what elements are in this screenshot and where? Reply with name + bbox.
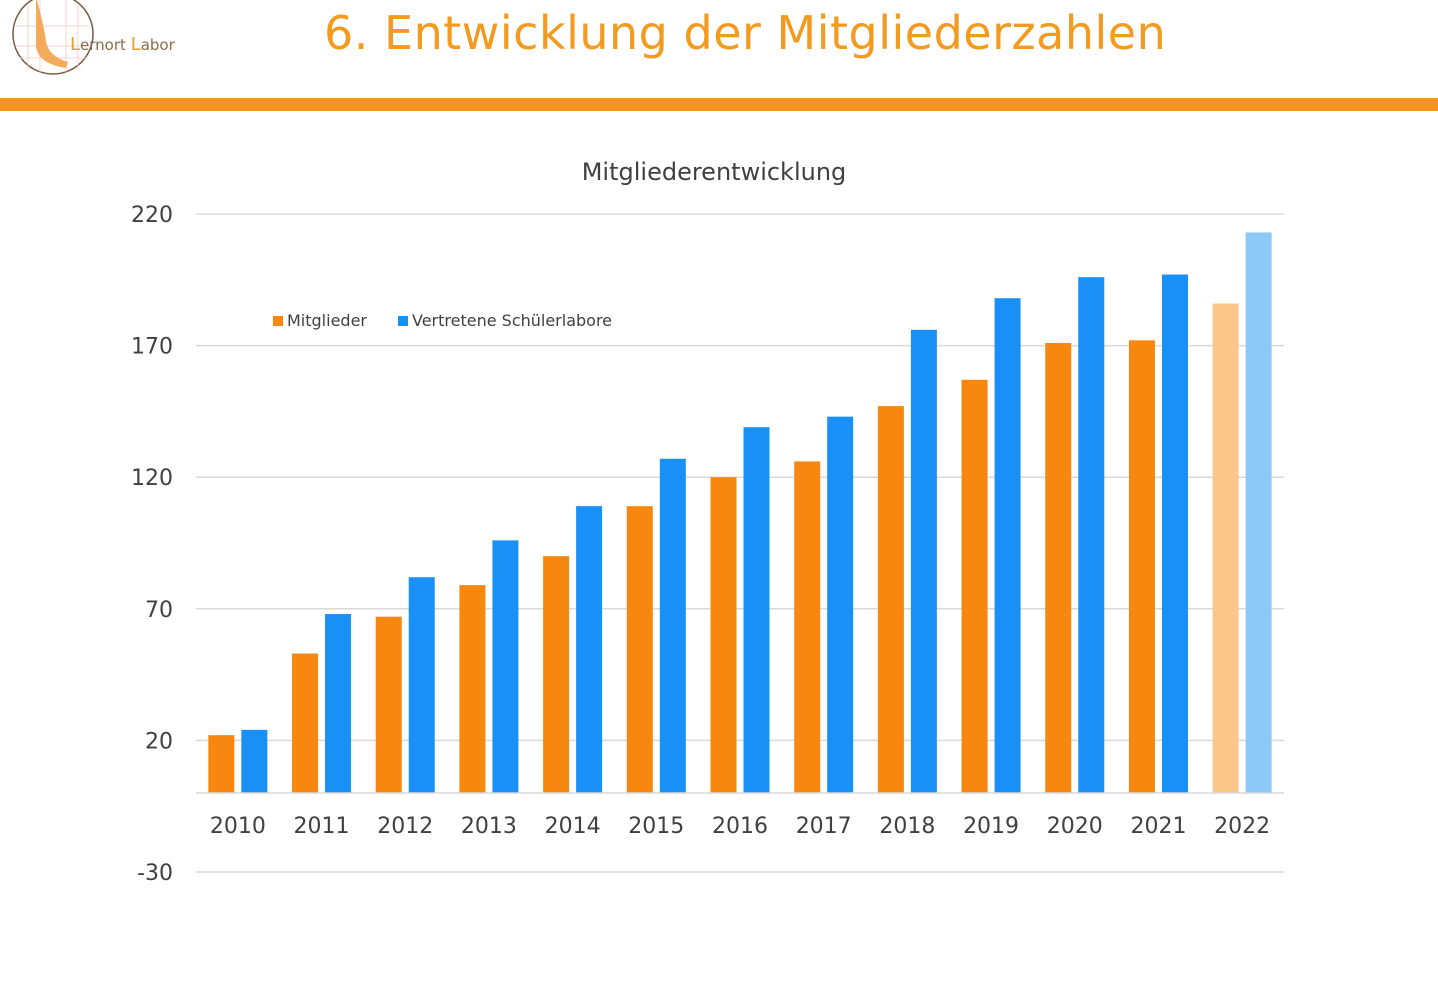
legend: Mitglieder Vertretene Schülerlabore (273, 311, 612, 330)
bar-schuelerlabore-2016 (743, 427, 770, 794)
y-tick-label: 220 (131, 203, 173, 228)
x-tick-label: 2020 (1047, 814, 1103, 839)
bar-schuelerlabore-2021 (1161, 274, 1188, 794)
bar-schuelerlabore-2022 (1245, 232, 1272, 794)
page-title: 6. Entwicklung der Mitgliederzahlen (324, 6, 1167, 60)
bar-mitglieder-2015 (626, 506, 653, 794)
y-tick-label: 20 (145, 729, 173, 754)
x-tick-label: 2013 (461, 814, 517, 839)
bar-mitglieder-2021 (1128, 340, 1155, 794)
legend-label-mitglieder: Mitglieder (287, 311, 367, 330)
x-tick-label: 2016 (712, 814, 768, 839)
bar-schuelerlabore-2018 (910, 329, 937, 794)
x-tick-label: 2011 (294, 814, 350, 839)
title-divider-bar (0, 98, 1438, 111)
x-tick-label: 2022 (1214, 814, 1270, 839)
x-tick-label: 2012 (377, 814, 433, 839)
legend-label-schuelerlabore: Vertretene Schülerlabore (412, 311, 612, 330)
logo-graphic (12, 0, 94, 75)
bar-mitglieder-2014 (543, 556, 570, 794)
x-tick-label: 2010 (210, 814, 266, 839)
bar-schuelerlabore-2020 (1078, 277, 1105, 794)
x-tick-label: 2017 (796, 814, 852, 839)
x-tick-label: 2014 (545, 814, 601, 839)
x-axis-ticks: 2010 2011 2012 2013 2014 2015 2016 2017 2018 2019… (210, 814, 1270, 839)
bar-schuelerlabore-2013 (492, 540, 519, 794)
bar-schuelerlabore-2019 (994, 298, 1021, 794)
bar-mitglieder-2020 (1045, 342, 1072, 794)
bars (208, 232, 1272, 794)
legend-swatch-mitglieder (273, 316, 283, 326)
logo-text: Lernort Labor (70, 34, 175, 55)
logo: Lernort Labor (8, 0, 178, 78)
bar-mitglieder-2011 (292, 653, 319, 794)
bar-mitglieder-2019 (961, 379, 988, 794)
bar-schuelerlabore-2014 (576, 506, 603, 794)
bar-schuelerlabore-2010 (241, 729, 268, 794)
chart-title: Mitgliederentwicklung (582, 158, 847, 186)
bar-mitglieder-2017 (794, 461, 821, 794)
bar-mitglieder-2012 (375, 616, 402, 794)
y-axis-ticks: -30 20 70 120 170 220 (131, 203, 173, 886)
y-tick-label: 70 (145, 598, 173, 623)
bar-schuelerlabore-2017 (827, 416, 854, 794)
bar-mitglieder-2013 (459, 585, 486, 794)
x-tick-label: 2021 (1130, 814, 1186, 839)
bar-mitglieder-2010 (208, 735, 235, 794)
bar-schuelerlabore-2012 (408, 577, 435, 794)
x-tick-label: 2015 (628, 814, 684, 839)
bar-schuelerlabore-2011 (325, 614, 352, 794)
bar-schuelerlabore-2015 (659, 458, 686, 794)
bar-mitglieder-2016 (710, 477, 737, 794)
y-tick-label: 120 (131, 466, 173, 491)
bar-mitglieder-2022 (1212, 303, 1239, 794)
x-tick-label: 2019 (963, 814, 1019, 839)
x-tick-label: 2018 (879, 814, 935, 839)
bar-mitglieder-2018 (877, 406, 904, 794)
y-tick-label: 170 (131, 335, 173, 360)
y-tick-label: -30 (137, 861, 173, 886)
legend-swatch-schuelerlabore (398, 316, 408, 326)
